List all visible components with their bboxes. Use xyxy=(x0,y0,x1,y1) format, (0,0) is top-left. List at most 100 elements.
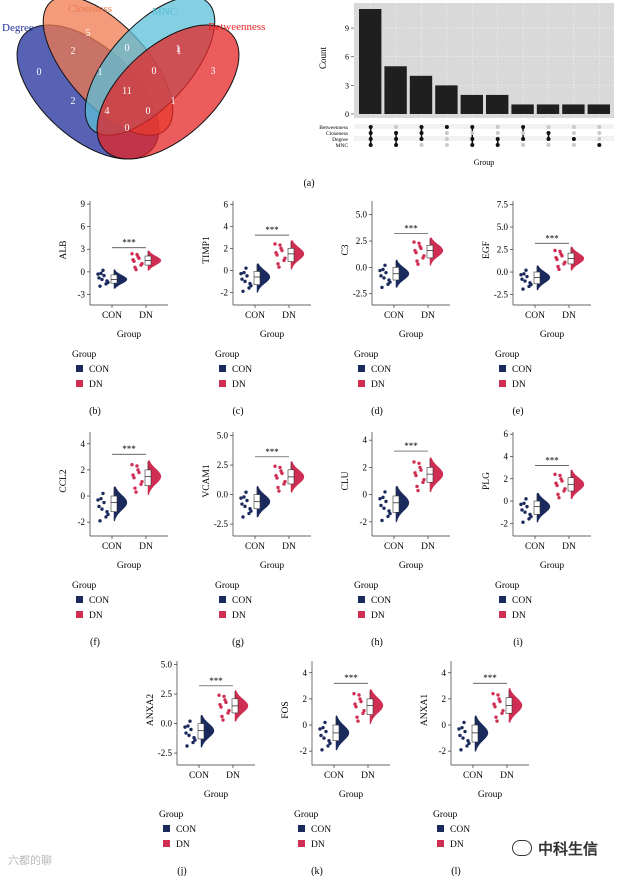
venn-region-count: 1 xyxy=(177,46,182,57)
box-con xyxy=(110,495,118,513)
data-point-con xyxy=(383,263,387,267)
data-point-dn xyxy=(224,700,228,705)
data-point-con xyxy=(183,725,187,729)
venn-region-count: 0 xyxy=(152,66,157,77)
violin-panel-anxa2: -2.5 0.0 2.5 5.0 ANXA2 CON DN Group *** Group CON D… xyxy=(146,660,255,877)
y-tick-label: -2.5 xyxy=(214,519,229,529)
significance-label: *** xyxy=(404,224,418,234)
significance-label: *** xyxy=(265,225,279,235)
y-tick-label: 0 xyxy=(224,265,229,275)
data-point-dn xyxy=(414,250,418,255)
legend-swatch-dn xyxy=(499,380,506,387)
data-point-dn xyxy=(358,697,362,701)
data-point-con xyxy=(323,720,327,725)
data-point-con xyxy=(243,279,247,284)
data-point-dn xyxy=(133,486,137,490)
data-point-dn xyxy=(355,715,359,719)
y-tick-label: 6 xyxy=(224,199,229,209)
x-axis-title: Group xyxy=(399,561,424,571)
data-point-con xyxy=(249,509,253,513)
data-point-con xyxy=(240,502,244,506)
y-tick-label: -2 xyxy=(221,287,229,297)
matrix-dot xyxy=(394,131,399,135)
data-point-con xyxy=(522,501,526,505)
data-point-con xyxy=(384,499,388,504)
violin-panel-c3: -2.5 0.0 2.5 5.0 C3 CON DN Group *** Group CON DN (d… xyxy=(341,201,450,417)
matrix-dot xyxy=(521,125,526,129)
y-tick-label: 0.0 xyxy=(161,719,173,729)
legend-title: Group xyxy=(159,810,184,820)
data-point-dn xyxy=(417,461,421,466)
y-tick-label: -2 xyxy=(360,517,368,527)
data-point-con xyxy=(185,744,189,748)
data-point-dn xyxy=(498,699,502,704)
x-axis-title: Group xyxy=(260,561,285,571)
y-tick-label: 0.0 xyxy=(217,490,229,500)
y-tick-label: -2.5 xyxy=(158,748,173,758)
matrix-dot xyxy=(597,143,602,147)
data-point-con xyxy=(96,498,100,502)
upset-bar xyxy=(486,94,509,114)
matrix-dot xyxy=(419,131,424,135)
legend-title: Group xyxy=(433,810,458,820)
legend-swatch-dn xyxy=(298,840,305,847)
data-point-dn xyxy=(276,485,280,490)
data-point-con xyxy=(239,496,243,500)
y-tick-label: 6 xyxy=(345,53,349,62)
data-point-con xyxy=(524,268,528,272)
data-point-con xyxy=(106,280,110,285)
data-point-con xyxy=(379,503,383,508)
violin-con xyxy=(335,715,350,751)
y-tick-label: -2 xyxy=(78,517,86,527)
data-point-dn xyxy=(357,693,361,697)
gene-label: ANXA1 xyxy=(420,694,430,726)
data-point-dn xyxy=(419,468,423,472)
x-axis-title: Group xyxy=(339,790,364,800)
legend-swatch-dn xyxy=(499,611,506,618)
y-tick-label: 0 xyxy=(345,110,349,119)
y-tick-label: 7.5 xyxy=(497,200,509,210)
violin-dn xyxy=(290,240,305,270)
data-point-con xyxy=(186,724,190,728)
venn-region-count: 0 xyxy=(125,123,130,134)
data-point-con xyxy=(98,519,102,523)
y-tick-label: 0.0 xyxy=(497,267,509,277)
data-point-dn xyxy=(361,711,365,715)
data-point-dn xyxy=(496,693,500,697)
matrix-dot xyxy=(571,143,576,147)
data-point-dn xyxy=(557,496,561,500)
data-point-con xyxy=(465,744,469,748)
x-tick-label: DN xyxy=(562,311,576,321)
data-point-con xyxy=(100,507,104,511)
legend-swatch-con xyxy=(219,365,226,372)
violin-con xyxy=(395,259,410,288)
data-point-con xyxy=(242,270,246,275)
legend-label-dn: DN xyxy=(232,380,246,390)
violin-panel-clu: -2 0 2 4 CLU CON DN Group *** Group CON DN (h) xyxy=(341,432,450,648)
venn-region-count: 1 xyxy=(171,96,176,107)
data-point-con xyxy=(525,504,529,509)
data-point-dn xyxy=(132,476,136,480)
data-point-con xyxy=(241,289,245,293)
data-point-con xyxy=(380,285,384,290)
legend-label-dn: DN xyxy=(450,840,464,850)
data-point-dn xyxy=(553,248,557,253)
data-point-con xyxy=(239,271,243,276)
violin-con xyxy=(395,486,410,523)
panel-label: (b) xyxy=(89,406,101,417)
matrix-dot xyxy=(470,137,475,141)
data-point-con xyxy=(104,515,108,519)
data-point-con xyxy=(467,741,471,746)
y-tick-label: 4 xyxy=(504,452,509,462)
y-tick-label: 0 xyxy=(363,490,368,500)
matrix-dot xyxy=(546,125,551,129)
venn-region-count: 1 xyxy=(176,44,181,55)
data-point-dn xyxy=(283,479,287,484)
data-point-con xyxy=(462,720,466,725)
significance-label: *** xyxy=(122,444,136,454)
legend-swatch-con xyxy=(219,596,226,603)
data-point-con xyxy=(241,515,245,519)
data-point-dn xyxy=(563,487,567,491)
violin-panel-fos: -2 0 2 4 FOS CON DN Group *** Group CON DN (k) xyxy=(281,661,390,877)
box-con xyxy=(392,495,400,513)
